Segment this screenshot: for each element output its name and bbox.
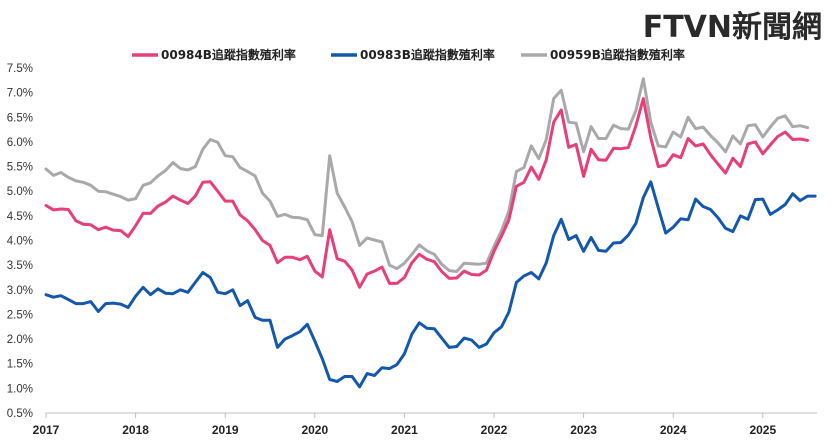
y-tick-label: 4.5%: [7, 211, 33, 223]
x-tick-label: 2020: [301, 423, 328, 437]
x-tick-label: 2023: [570, 423, 597, 437]
y-tick-label: 3.5%: [7, 260, 33, 272]
y-tick-label: 6.0%: [7, 137, 33, 149]
y-tick-label: 4.0%: [7, 236, 33, 248]
legend-item-00984b: 00984B追蹤指數殖利率: [132, 47, 296, 62]
y-tick-label: 1.5%: [7, 359, 33, 371]
legend-label-00984b: 00984B追蹤指數殖利率: [161, 47, 296, 62]
x-tick-label: 2024: [660, 423, 687, 437]
ftvn-logo: FTVN新聞網: [643, 10, 822, 45]
y-tick-label: 2.0%: [7, 334, 33, 346]
series-line-00984b: [44, 97, 810, 289]
x-tick-label: 2018: [122, 423, 149, 437]
x-tick-label: 2021: [391, 423, 418, 437]
legend-item-00983b: 00983B追蹤指數殖利率: [331, 47, 495, 62]
series-line-00959b: [44, 77, 810, 273]
y-tick-label: 2.5%: [7, 309, 33, 321]
legend: 00984B追蹤指數殖利率 00983B追蹤指數殖利率 00959B追蹤指數殖利…: [132, 47, 685, 62]
y-tick-label: 6.5%: [7, 112, 33, 124]
x-tick-label: 2022: [481, 423, 508, 437]
y-tick-label: 5.0%: [7, 186, 33, 198]
legend-label-00959b: 00959B追蹤指數殖利率: [550, 47, 685, 62]
y-tick-label: 0.5%: [7, 408, 33, 420]
y-tick-label: 7.0%: [7, 88, 33, 100]
series-lines: [44, 77, 817, 389]
y-tick-label: 7.5%: [7, 63, 33, 75]
x-tick-label: 2025: [749, 423, 776, 437]
x-tick-label: 2017: [33, 423, 60, 437]
y-tick-label: 5.5%: [7, 162, 33, 174]
y-tick-label: 3.0%: [7, 285, 33, 297]
series-line-00983b: [44, 180, 817, 389]
y-tick-label: 1.0%: [7, 383, 33, 395]
x-tick-label: 2019: [212, 423, 239, 437]
x-axis: 2017 2018 2019 2020 2021 2022 2023 2024 2025: [33, 412, 817, 437]
legend-label-00983b: 00983B追蹤指數殖利率: [360, 47, 495, 62]
y-axis-ticks: 0.5% 1.0% 1.5% 2.0% 2.5% 3.0% 3.5% 4.0% 4.5% 5.0%…: [7, 63, 33, 420]
legend-item-00959b: 00959B追蹤指數殖利率: [521, 47, 685, 62]
